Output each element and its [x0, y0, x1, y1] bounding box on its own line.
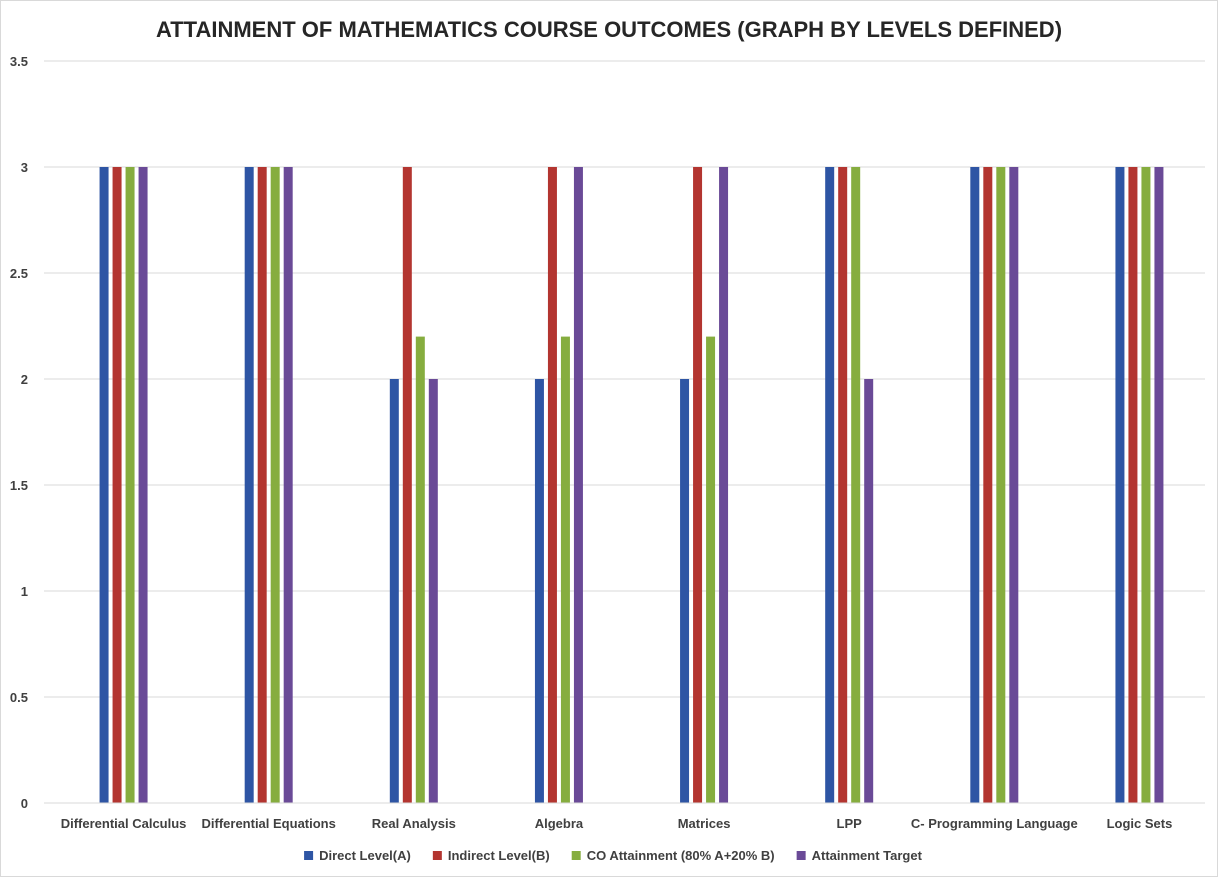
- bar: [680, 379, 690, 803]
- y-tick-label: 2: [21, 372, 28, 387]
- y-tick-label: 2.5: [10, 266, 28, 281]
- bar: [838, 167, 848, 803]
- bar: [270, 167, 280, 803]
- y-tick-label: 0.5: [10, 690, 28, 705]
- x-tick-label: Matrices: [678, 816, 731, 831]
- bar: [851, 167, 861, 803]
- chart-title: ATTAINMENT OF MATHEMATICS COURSE OUTCOME…: [156, 17, 1062, 42]
- y-axis-ticks: 0 0.5 1 1.5 2 2.5 3 3.5: [10, 54, 28, 811]
- x-tick-label: Algebra: [535, 816, 584, 831]
- bar: [99, 167, 109, 803]
- y-tick-label: 1: [21, 584, 28, 599]
- gridlines: [44, 60, 1205, 698]
- y-tick-label: 1.5: [10, 478, 28, 493]
- y-tick-label: 3.5: [10, 54, 28, 69]
- bar: [983, 167, 993, 803]
- bar: [283, 167, 293, 803]
- bar: [402, 167, 412, 803]
- bar: [560, 336, 570, 803]
- bar: [547, 167, 557, 803]
- bar: [415, 336, 425, 803]
- y-tick-label: 3: [21, 160, 28, 175]
- bar: [389, 379, 399, 803]
- legend-label: Attainment Target: [812, 848, 923, 863]
- x-tick-label: LPP: [837, 816, 863, 831]
- bar: [257, 167, 267, 803]
- legend-label: CO Attainment (80% A+20% B): [587, 848, 775, 863]
- bar: [125, 167, 135, 803]
- bar: [864, 379, 874, 803]
- x-tick-label: Differential Equations: [202, 816, 336, 831]
- bar: [138, 167, 148, 803]
- bar: [719, 167, 729, 803]
- bar: [534, 379, 544, 803]
- x-axis-ticks: Differential Calculus Differential Equati…: [61, 816, 1173, 831]
- bar: [996, 167, 1006, 803]
- bar: [1141, 167, 1151, 803]
- bars: [99, 167, 1164, 803]
- bar: [112, 167, 122, 803]
- y-tick-label: 0: [21, 796, 28, 811]
- x-tick-label: C- Programming Language: [911, 816, 1078, 831]
- bar: [428, 379, 438, 803]
- x-tick-label: Logic Sets: [1107, 816, 1173, 831]
- bar: [825, 167, 835, 803]
- legend-swatch: [571, 851, 581, 860]
- bar: [706, 336, 716, 803]
- bar: [1009, 167, 1019, 803]
- legend-swatch: [796, 851, 806, 860]
- x-tick-label: Real Analysis: [372, 816, 456, 831]
- x-tick-label: Differential Calculus: [61, 816, 187, 831]
- legend-swatch: [432, 851, 442, 860]
- legend: Direct Level(A) Indirect Level(B) CO Attai…: [304, 848, 923, 863]
- legend-label: Indirect Level(B): [448, 848, 550, 863]
- bar: [1154, 167, 1164, 803]
- bar: [573, 167, 583, 803]
- bar: [1115, 167, 1125, 803]
- bar: [970, 167, 980, 803]
- bar: [244, 167, 254, 803]
- bar: [693, 167, 703, 803]
- legend-swatch: [304, 851, 314, 860]
- bar: [1128, 167, 1138, 803]
- legend-label: Direct Level(A): [319, 848, 411, 863]
